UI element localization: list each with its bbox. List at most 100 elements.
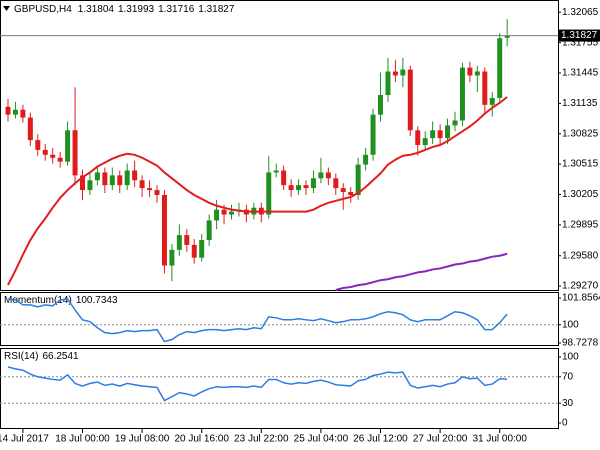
chart-title: GBPUSD,H4 [14,4,72,15]
x-tick-label: 26 Jul 12:00 [353,434,408,445]
candle-body [65,130,71,162]
indicator-line [7,298,508,343]
y-tick-label: 98.7278 [562,338,599,349]
candle-body [35,140,41,150]
candle-body [80,175,85,191]
candle-body [229,211,234,215]
candle-body [161,194,167,266]
candle-body [124,170,130,186]
candle-body [325,172,331,179]
candle-body [139,180,145,189]
candle-body [445,125,451,139]
y-tick-label: 101.8564 [562,293,600,304]
x-tick-label: 27 Jul 20:00 [413,434,468,445]
chart-header: GBPUSD,H4 1.31804 1.31993 1.31716 1.31827 [14,4,235,15]
y-tick-label: 1.29270 [562,281,599,292]
x-tick-label: 31 Jul 00:00 [472,434,527,445]
candle-body [176,235,182,250]
candle-body [102,172,108,186]
candle-body [452,120,458,126]
y-tick-label: 1.30515 [562,159,599,170]
y-tick-label: 0 [562,418,568,429]
header-close: 1.31827 [198,4,235,15]
candle-body [27,117,33,141]
candle-body [87,180,93,191]
candle-body [422,138,428,145]
y-tick-label: 1.31755 [562,37,599,48]
candle-body [370,114,376,155]
momentum-header: Momentum(14) 100.7343 [4,295,118,306]
y-tick-label: 1.31445 [562,68,599,79]
current-price-box [559,29,600,42]
candle-body [147,188,153,191]
moving-average [335,252,508,291]
y-tick-label: 70 [562,371,574,382]
candle-body [72,130,78,176]
y-tick-label: 1.30205 [562,189,599,200]
candle-body [117,175,123,186]
candle-body [169,249,175,266]
candle-body [184,235,190,245]
momentum-title: Momentum(14) [4,295,72,306]
main-panel-frame [0,0,559,291]
x-tick-label: 19 Jul 08:00 [115,434,170,445]
candle-body [333,178,339,189]
rsi-title: RSI(14) [4,351,38,362]
header-open: 1.31804 [78,4,115,15]
x-tick-label: 20 Jul 16:00 [174,434,229,445]
candle-body [12,109,18,115]
candle-body [94,172,100,181]
x-tick-label: 14 Jul 2017 [0,434,49,445]
candle-body [221,209,227,215]
candle-body [50,154,56,158]
candle-body [340,188,346,193]
candle-body [504,35,510,38]
candle-body [400,69,406,76]
candle-body [489,97,495,105]
candle-body [191,244,197,258]
candle-body [378,95,383,115]
candle-body [288,185,294,191]
candle-body [281,170,287,186]
candle-body [385,71,391,96]
candle-body [303,185,309,189]
candle-body [415,130,421,145]
candle-body [206,220,212,241]
y-tick-label: 1.29895 [562,219,599,230]
x-tick-label: 18 Jul 00:00 [55,434,110,445]
candle-body [348,192,354,195]
y-tick-label: 1.29580 [562,250,599,261]
momentum-value: 100.7343 [76,295,118,306]
candle-body [214,209,220,221]
candle-body [497,38,503,98]
rsi-header: RSI(14) 66.2541 [4,351,79,362]
candle-body [5,106,11,115]
candle-body [318,172,324,179]
candle-body [199,240,205,258]
candle-body [154,190,160,195]
candle-body [132,170,138,181]
candle-body [363,154,369,165]
candle-body [474,71,480,76]
current-price-label: 1.31827 [561,30,598,41]
candle-body [459,67,465,121]
candle-body [407,69,413,131]
candle-body [42,149,48,155]
y-tick-label: 1.30825 [562,128,599,139]
candle-body [20,109,26,118]
candle-body [467,67,473,76]
rsi-panel-frame [0,348,559,429]
indicator-line [7,366,508,402]
candle-body [430,130,436,139]
y-tick-label: 100 [562,352,579,363]
y-tick-label: 1.32065 [562,7,599,18]
candle-body [437,130,443,139]
candle-body [57,157,63,162]
y-tick-label: 1.31135 [562,98,598,109]
rsi-value: 66.2541 [42,351,79,362]
candle-body [266,172,272,215]
header-high: 1.31993 [118,4,155,15]
x-tick-label: 23 Jul 22:00 [234,434,289,445]
candle-body [355,164,361,195]
